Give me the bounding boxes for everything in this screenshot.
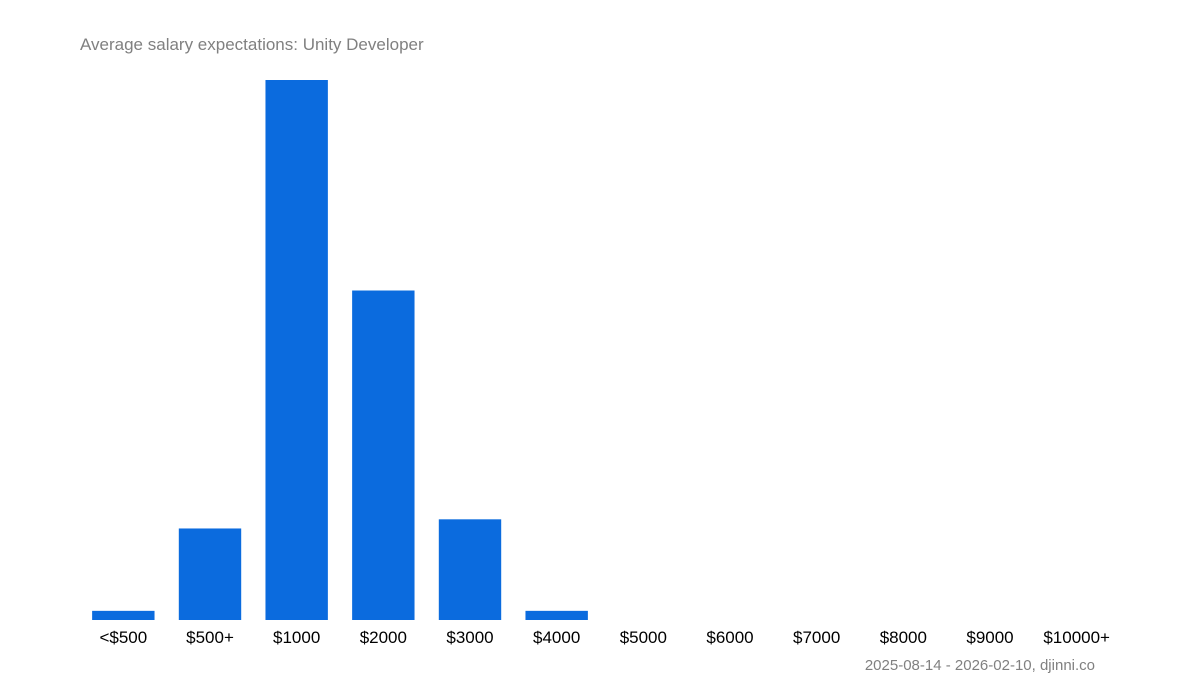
x-tick-label: $1000 <box>273 628 320 647</box>
chart-title: Average salary expectations: Unity Devel… <box>80 35 424 54</box>
bars-group <box>92 80 588 620</box>
x-tick-label: $4000 <box>533 628 580 647</box>
x-tick-label: $9000 <box>966 628 1013 647</box>
x-tick-label: $500+ <box>186 628 234 647</box>
x-tick-label: $10000+ <box>1043 628 1110 647</box>
bar-4 <box>438 519 502 620</box>
x-tick-label: $2000 <box>360 628 407 647</box>
bar-0 <box>92 610 155 620</box>
x-tick-label: $7000 <box>793 628 840 647</box>
bar-5 <box>525 610 588 620</box>
x-tick-label: $6000 <box>706 628 753 647</box>
bar-3 <box>352 290 415 620</box>
x-tick-label: $5000 <box>620 628 667 647</box>
bar-2 <box>265 80 328 620</box>
x-tick-label: $3000 <box>446 628 493 647</box>
source-caption: 2025-08-14 - 2026-02-10, djinni.co <box>865 657 1095 674</box>
x-tick-label: <$500 <box>99 628 147 647</box>
x-tick-label: $8000 <box>880 628 927 647</box>
bar-1 <box>178 528 242 620</box>
x-axis-ticks: <$500 $500+ $1000 $2000 $3000 $4000 $5000 $6000… <box>99 628 1110 647</box>
